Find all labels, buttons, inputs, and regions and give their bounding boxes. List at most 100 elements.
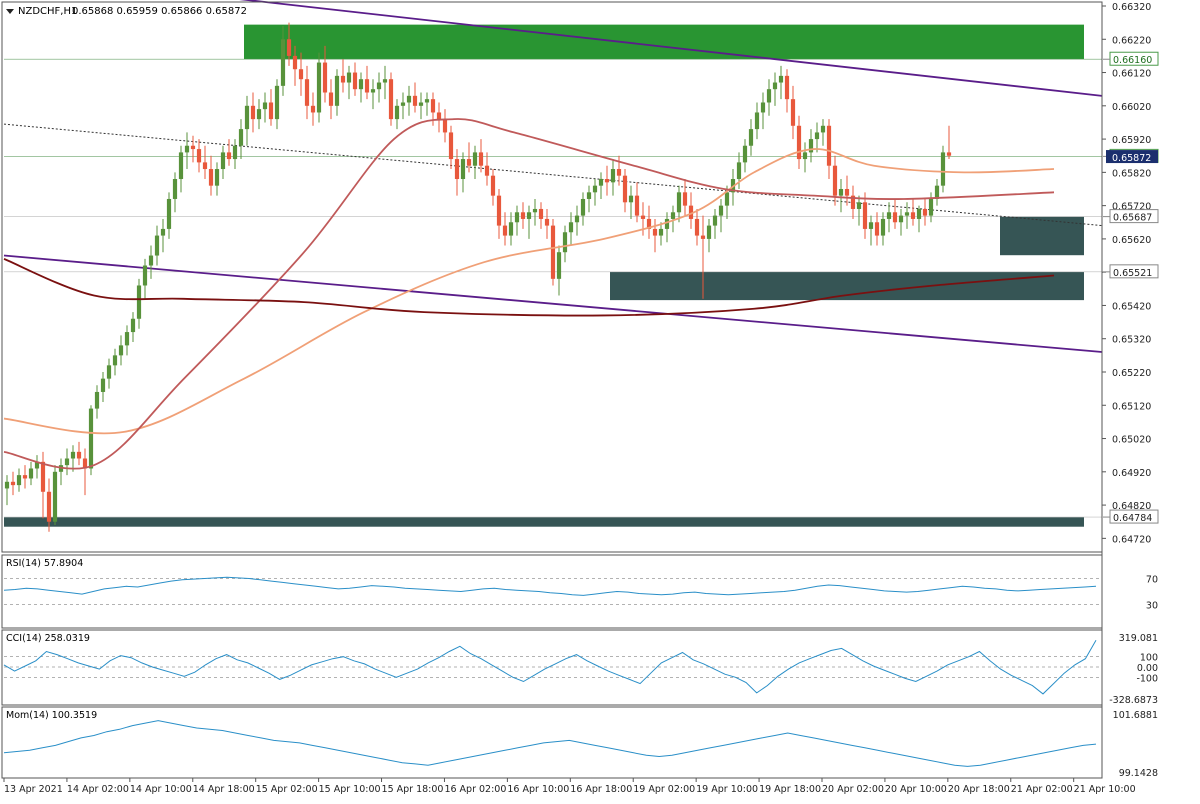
candle-body [64,458,70,466]
candle-body [760,102,766,113]
candle [364,65,370,100]
candle [154,225,160,266]
time-tick-label: 14 Apr 18:00 [193,784,255,795]
candle [448,125,454,170]
candle-body [274,85,280,120]
candle [874,212,880,246]
candle-body [406,95,412,103]
candle-body [700,235,706,239]
candle-body [916,208,922,219]
candle [148,245,154,279]
candle [496,188,502,239]
candle-body [160,228,166,236]
candle-body [328,92,334,106]
candle [400,92,406,120]
candle-body [352,72,358,90]
candle [352,62,358,96]
candle [394,99,400,130]
candle-body [640,215,646,219]
candle [718,198,724,233]
time-tick-label: 20 Apr 10:00 [885,784,947,795]
candle-body [664,218,670,229]
candle-body [256,109,262,120]
candle-body [802,152,808,160]
candle-body [898,215,904,223]
candle [706,218,712,253]
candle [562,225,568,263]
candle-body [124,332,130,346]
candle-body [190,145,196,150]
candle [298,52,304,96]
momentum-scale-label: 99.1428 [1119,768,1158,779]
candle-body [796,125,802,160]
candle [358,72,364,103]
candle [190,135,196,163]
candle [280,25,286,96]
momentum-label: Mom(14) 100.3519 [6,710,97,721]
candle-body [718,205,724,216]
candle-body [466,159,472,166]
cci-scale-label: 319.081 [1119,633,1158,644]
candle [700,215,706,299]
candle-body [70,451,76,459]
candle [586,185,592,213]
candle-body [652,228,658,236]
price-tick-label: 0.66020 [1112,102,1151,113]
ma-slow [3,258,1055,317]
rsi-scale-label: 70 [1146,575,1158,586]
candle [340,59,346,93]
candle-body [154,235,160,256]
candle-body [604,179,610,183]
candle-body [418,102,424,106]
time-tick-label: 14 Apr 02:00 [67,784,129,795]
candle-body [136,285,142,319]
candle-body [424,99,430,103]
candle [136,278,142,329]
supply-zone [244,24,1084,60]
candle [820,119,826,146]
price-tick-label: 0.66120 [1112,69,1151,80]
candle-body [322,62,328,93]
candle-body [94,391,100,409]
candle-body [592,185,598,193]
level-label-text: 0.64784 [1113,513,1152,524]
candle [856,195,862,226]
candle-body [184,145,190,153]
candle [622,169,628,213]
candle [370,79,376,110]
candle-body [34,461,40,469]
candle-body [838,188,844,196]
cci-scale-label: -100 [1136,673,1158,684]
candle [778,65,784,100]
candle [388,72,394,126]
candle [34,455,40,479]
candle-body [82,458,88,469]
candle-body [580,198,586,216]
candle-body [532,208,538,213]
candle-body [130,318,136,333]
candle-body [118,345,124,356]
candle [376,72,382,103]
candle [4,475,10,506]
candle-body [232,145,238,160]
candle-body [526,212,532,219]
candle [610,159,616,196]
candle [16,468,22,492]
time-tick-label: 13 Apr 2021 [4,784,63,795]
candle [754,102,760,140]
current-price-label: 0.65872 [1106,150,1158,164]
candle-body [694,218,700,236]
candle-body [766,89,772,103]
candle-body [472,152,478,166]
candle [910,198,916,226]
candle [460,152,466,193]
rsi-label: RSI(14) 57.8904 [6,558,83,569]
candle-body [388,79,394,120]
candle-body [880,218,886,236]
candle [676,185,682,223]
candle-body [454,159,460,180]
candle [250,92,256,133]
candle-body [382,79,388,83]
symbol-menu-icon[interactable] [6,9,14,14]
